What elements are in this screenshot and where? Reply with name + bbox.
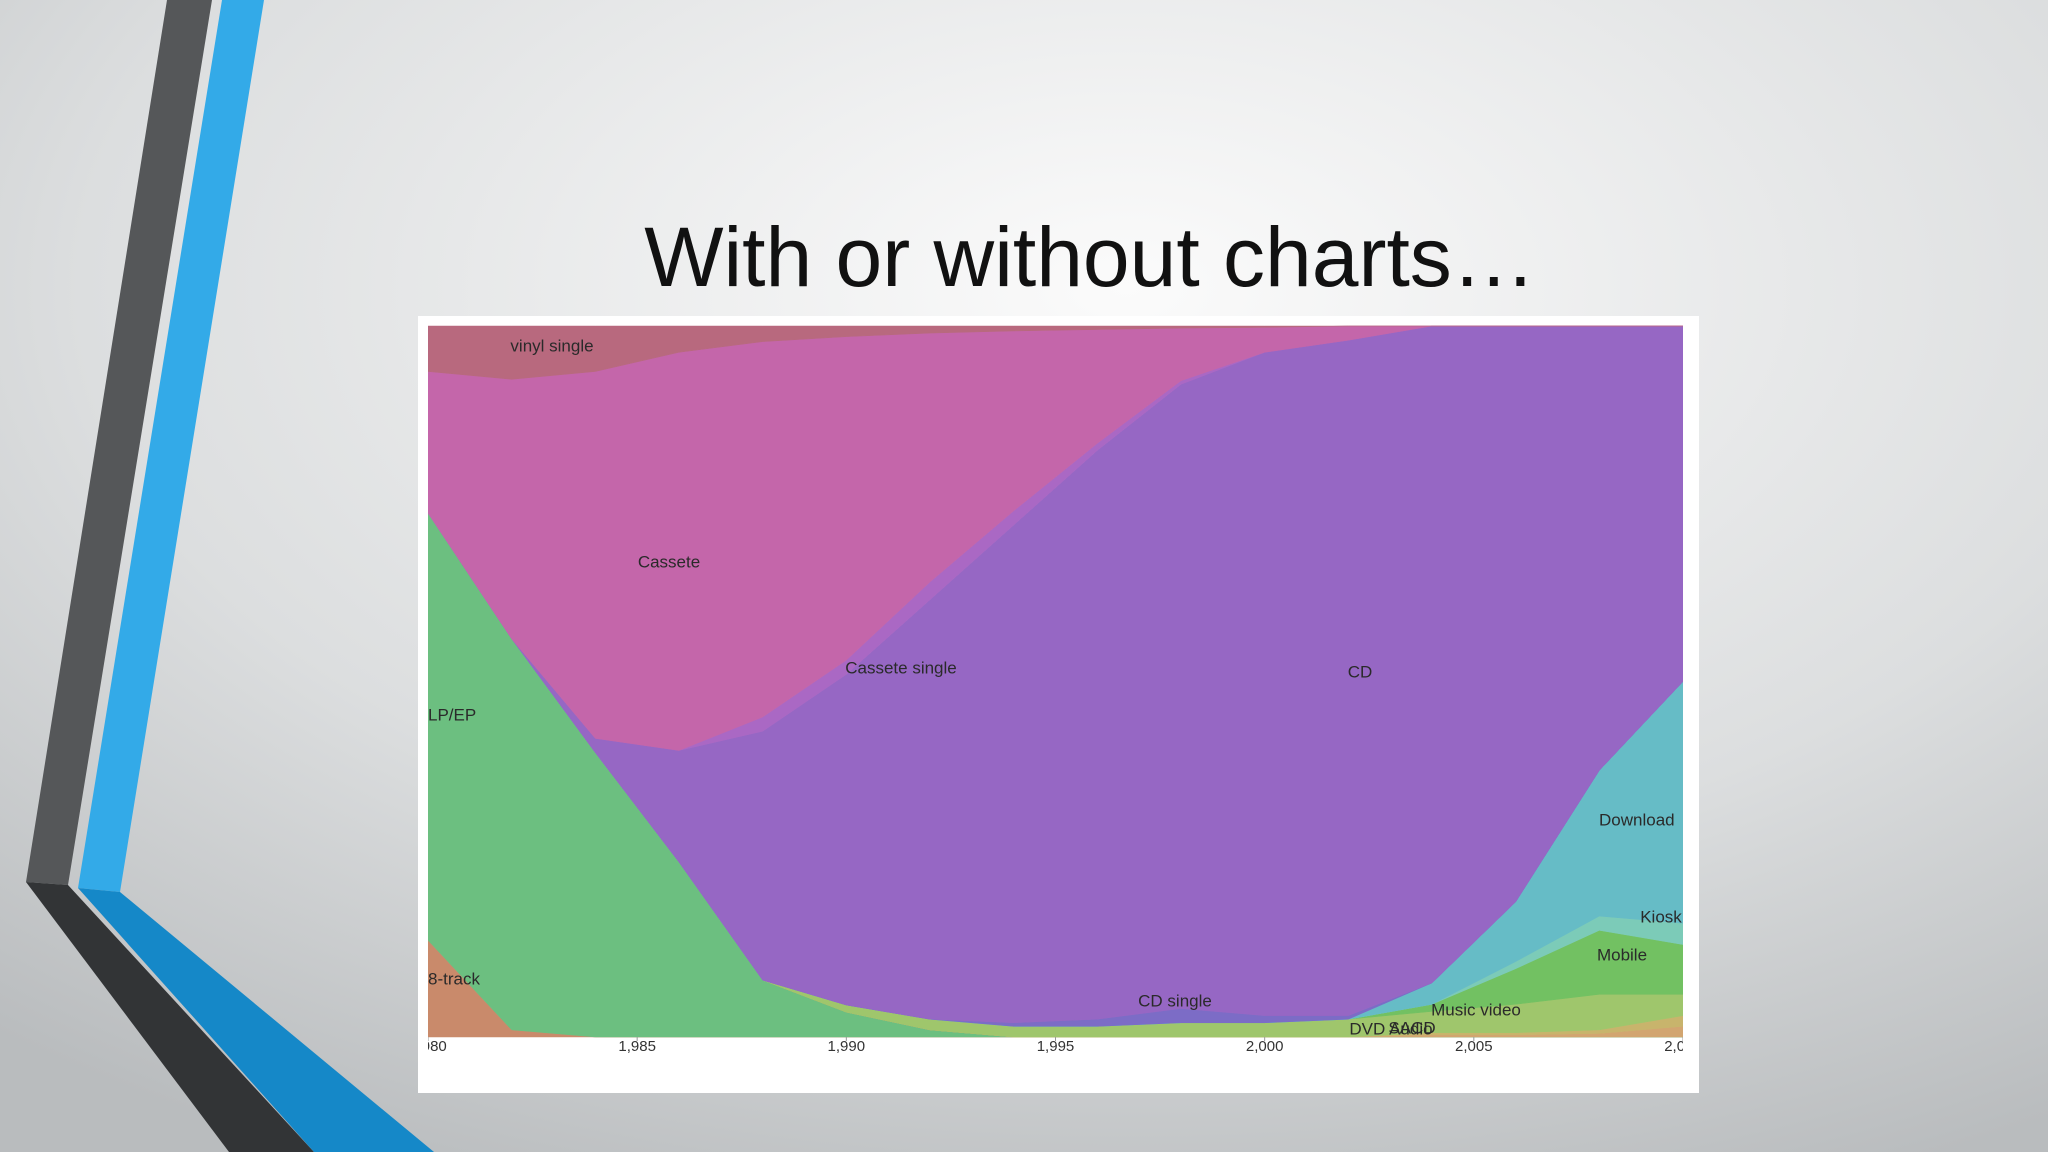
area: [428, 325, 1683, 380]
decor-stripe: [78, 888, 434, 1152]
series-label: Cassete single: [845, 658, 957, 677]
series-label: Music video: [1431, 1000, 1521, 1019]
x-tick-label: 1,990: [828, 1038, 866, 1055]
x-tick-label: 1,985: [618, 1038, 656, 1055]
x-tick-label: 2,000: [1246, 1038, 1284, 1055]
series-label: Download: [1599, 810, 1675, 829]
slide-title: With or without charts…: [644, 210, 1536, 304]
x-tick-label: 1,995: [1037, 1038, 1075, 1055]
series-label: 8-track: [428, 969, 480, 988]
x-tick-label: 2,005: [1455, 1038, 1493, 1055]
decor-stripe: [26, 0, 212, 885]
decor-stripe: [26, 882, 314, 1152]
series-label: SACD: [1388, 1018, 1435, 1037]
x-tick-label: 2,010: [1664, 1038, 1702, 1055]
series-label: Cassete: [638, 552, 700, 571]
series-label: Kiosk: [1640, 907, 1682, 926]
series-label: CD: [1348, 662, 1373, 681]
decor-stripe: [78, 0, 264, 892]
x-tick-label: 1,980: [409, 1038, 447, 1055]
series-label: DVD Audio: [1349, 1019, 1432, 1038]
series-label: LP/EP: [428, 705, 476, 724]
series-label: Mobile: [1597, 945, 1647, 964]
series-label: vinyl single: [510, 336, 593, 355]
series-label: CD single: [1138, 991, 1212, 1010]
